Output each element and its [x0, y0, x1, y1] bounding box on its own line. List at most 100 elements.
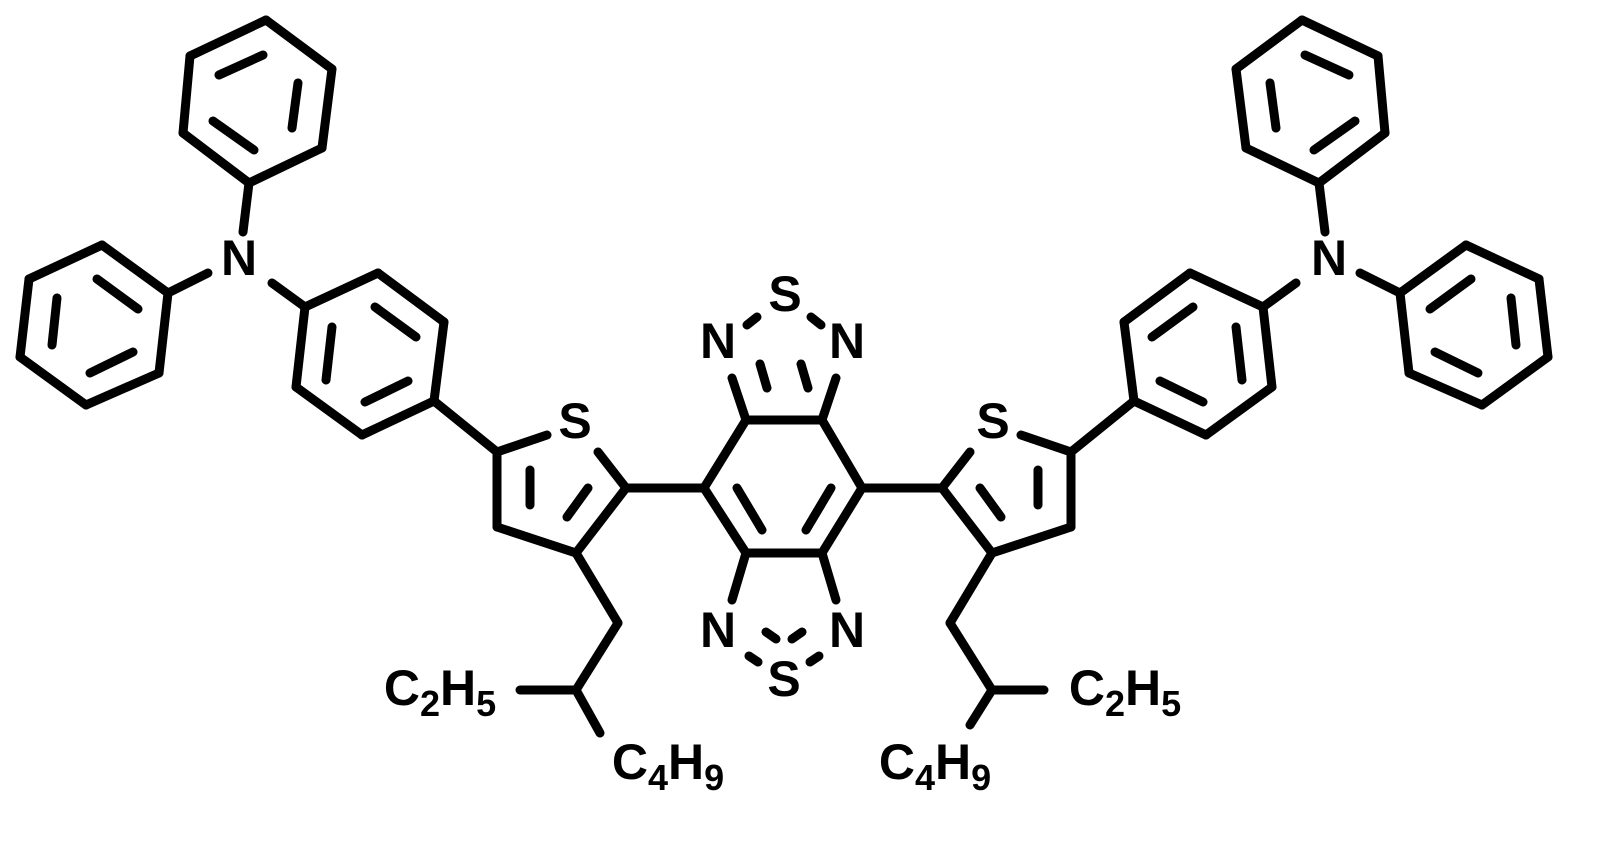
- bond: [1155, 376, 1208, 407]
- atom-label: N: [829, 313, 865, 369]
- bond: [571, 483, 631, 558]
- bond: [1265, 78, 1281, 133]
- bond: [291, 302, 310, 392]
- atom-label: N: [700, 313, 736, 369]
- bond: [817, 483, 867, 558]
- bond: [562, 483, 593, 522]
- bond: [1016, 430, 1076, 457]
- bond: [429, 317, 449, 406]
- bond: [1534, 274, 1553, 362]
- bond: [1231, 15, 1307, 74]
- atom-label: S: [558, 393, 591, 449]
- bond: [1395, 240, 1471, 298]
- bond: [492, 522, 581, 558]
- bond: [571, 548, 623, 628]
- atom-label: N: [221, 230, 257, 286]
- bond: [208, 116, 259, 155]
- bond: [1477, 352, 1553, 410]
- bond: [1297, 15, 1383, 61]
- bond: [805, 651, 824, 667]
- bond: [1241, 143, 1324, 188]
- bond: [1258, 278, 1301, 312]
- bond: [97, 240, 173, 298]
- bond: [744, 651, 763, 667]
- bond: [761, 627, 781, 644]
- bond: [796, 359, 813, 393]
- bond: [1201, 382, 1277, 440]
- atom-label: N: [700, 602, 736, 658]
- bond: [1231, 322, 1247, 385]
- bond: [1231, 64, 1251, 153]
- bond: [185, 15, 271, 61]
- bond: [1300, 50, 1354, 80]
- bond: [81, 368, 164, 410]
- bond: [1395, 288, 1414, 378]
- bond: [593, 447, 631, 493]
- bond: [287, 78, 303, 133]
- bond: [492, 430, 552, 457]
- bond: [965, 685, 997, 730]
- bond: [261, 15, 337, 74]
- bond: [937, 483, 997, 558]
- bond: [1461, 240, 1544, 284]
- bond: [1355, 268, 1405, 298]
- bond: [1119, 317, 1139, 406]
- bond: [360, 376, 413, 407]
- bond: [1258, 302, 1277, 392]
- bond: [1430, 347, 1483, 378]
- bond: [1309, 116, 1360, 155]
- bond: [727, 548, 751, 605]
- bond: [817, 415, 867, 493]
- bond: [1314, 178, 1330, 237]
- group-label: C4H9: [879, 734, 991, 797]
- bond: [373, 268, 449, 327]
- bond: [806, 312, 826, 330]
- atom-label: S: [768, 266, 801, 322]
- bond: [47, 293, 62, 350]
- bond: [1066, 396, 1139, 457]
- bond: [244, 143, 327, 188]
- bond: [787, 627, 807, 644]
- bond: [92, 274, 143, 314]
- bond: [1314, 128, 1390, 188]
- bond: [24, 240, 107, 284]
- bond: [429, 396, 502, 457]
- bond: [987, 522, 1076, 558]
- bond: [1147, 302, 1198, 342]
- bond: [755, 359, 772, 393]
- bond: [742, 312, 762, 330]
- bond: [571, 618, 623, 695]
- atom-label: N: [1311, 230, 1347, 286]
- bond: [178, 128, 254, 188]
- bond: [357, 396, 439, 440]
- bond: [801, 483, 836, 535]
- bond: [732, 483, 767, 535]
- bond: [975, 483, 1006, 522]
- bond: [1506, 293, 1521, 350]
- bond: [1185, 268, 1268, 312]
- group-label: C4H9: [612, 734, 724, 797]
- bond: [178, 51, 195, 138]
- bond: [291, 382, 367, 440]
- bond: [15, 352, 91, 410]
- atom-label: S: [767, 651, 800, 707]
- bond: [15, 274, 34, 362]
- bond: [321, 322, 337, 385]
- bond: [85, 347, 138, 378]
- bond: [238, 178, 254, 237]
- group-label: C2H5: [384, 660, 496, 723]
- atom-label: N: [829, 602, 865, 658]
- bond: [945, 548, 997, 628]
- bonds: [15, 15, 1553, 738]
- bond: [267, 278, 310, 312]
- atom-label: S: [976, 393, 1009, 449]
- bond: [571, 685, 605, 738]
- bond: [370, 302, 421, 342]
- bond: [817, 548, 841, 605]
- bond: [699, 483, 751, 558]
- bond: [317, 64, 337, 153]
- bond: [1119, 268, 1195, 327]
- bond: [1425, 274, 1476, 314]
- bond: [937, 447, 975, 493]
